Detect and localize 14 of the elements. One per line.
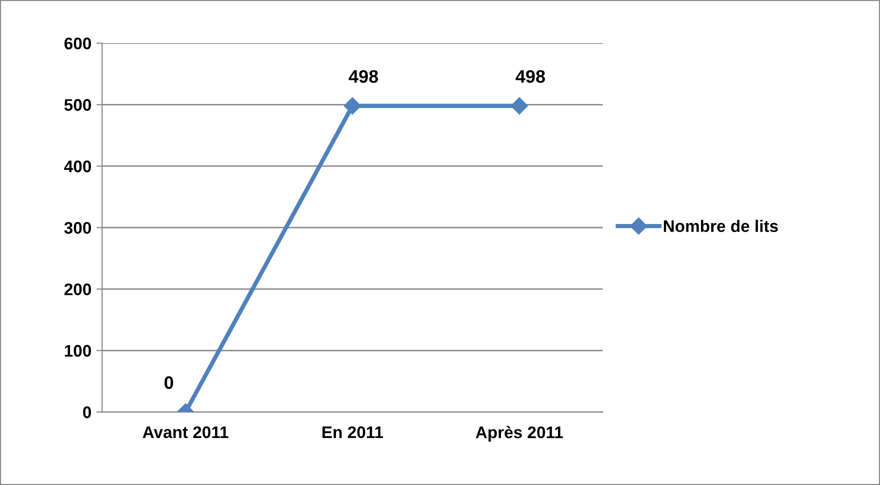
y-tick-label: 0 xyxy=(83,406,91,418)
x-tick-label: En 2011 xyxy=(322,426,384,438)
legend-label: Nombre de lits xyxy=(664,220,778,232)
y-tick-label: 200 xyxy=(64,283,91,296)
x-tick-label: Après 2011 xyxy=(476,426,563,442)
y-tick-label: 600 xyxy=(64,38,91,50)
data-label: 498 xyxy=(348,70,378,83)
data-label: 498 xyxy=(516,70,545,83)
x-tick-label: Avant 2011 xyxy=(142,426,228,438)
y-tick-label: 100 xyxy=(64,344,91,357)
data-label: 0 xyxy=(164,376,174,389)
y-tick-label: 400 xyxy=(64,160,91,172)
y-tick-label: 300 xyxy=(64,222,91,234)
y-tick-label: 500 xyxy=(64,99,91,111)
